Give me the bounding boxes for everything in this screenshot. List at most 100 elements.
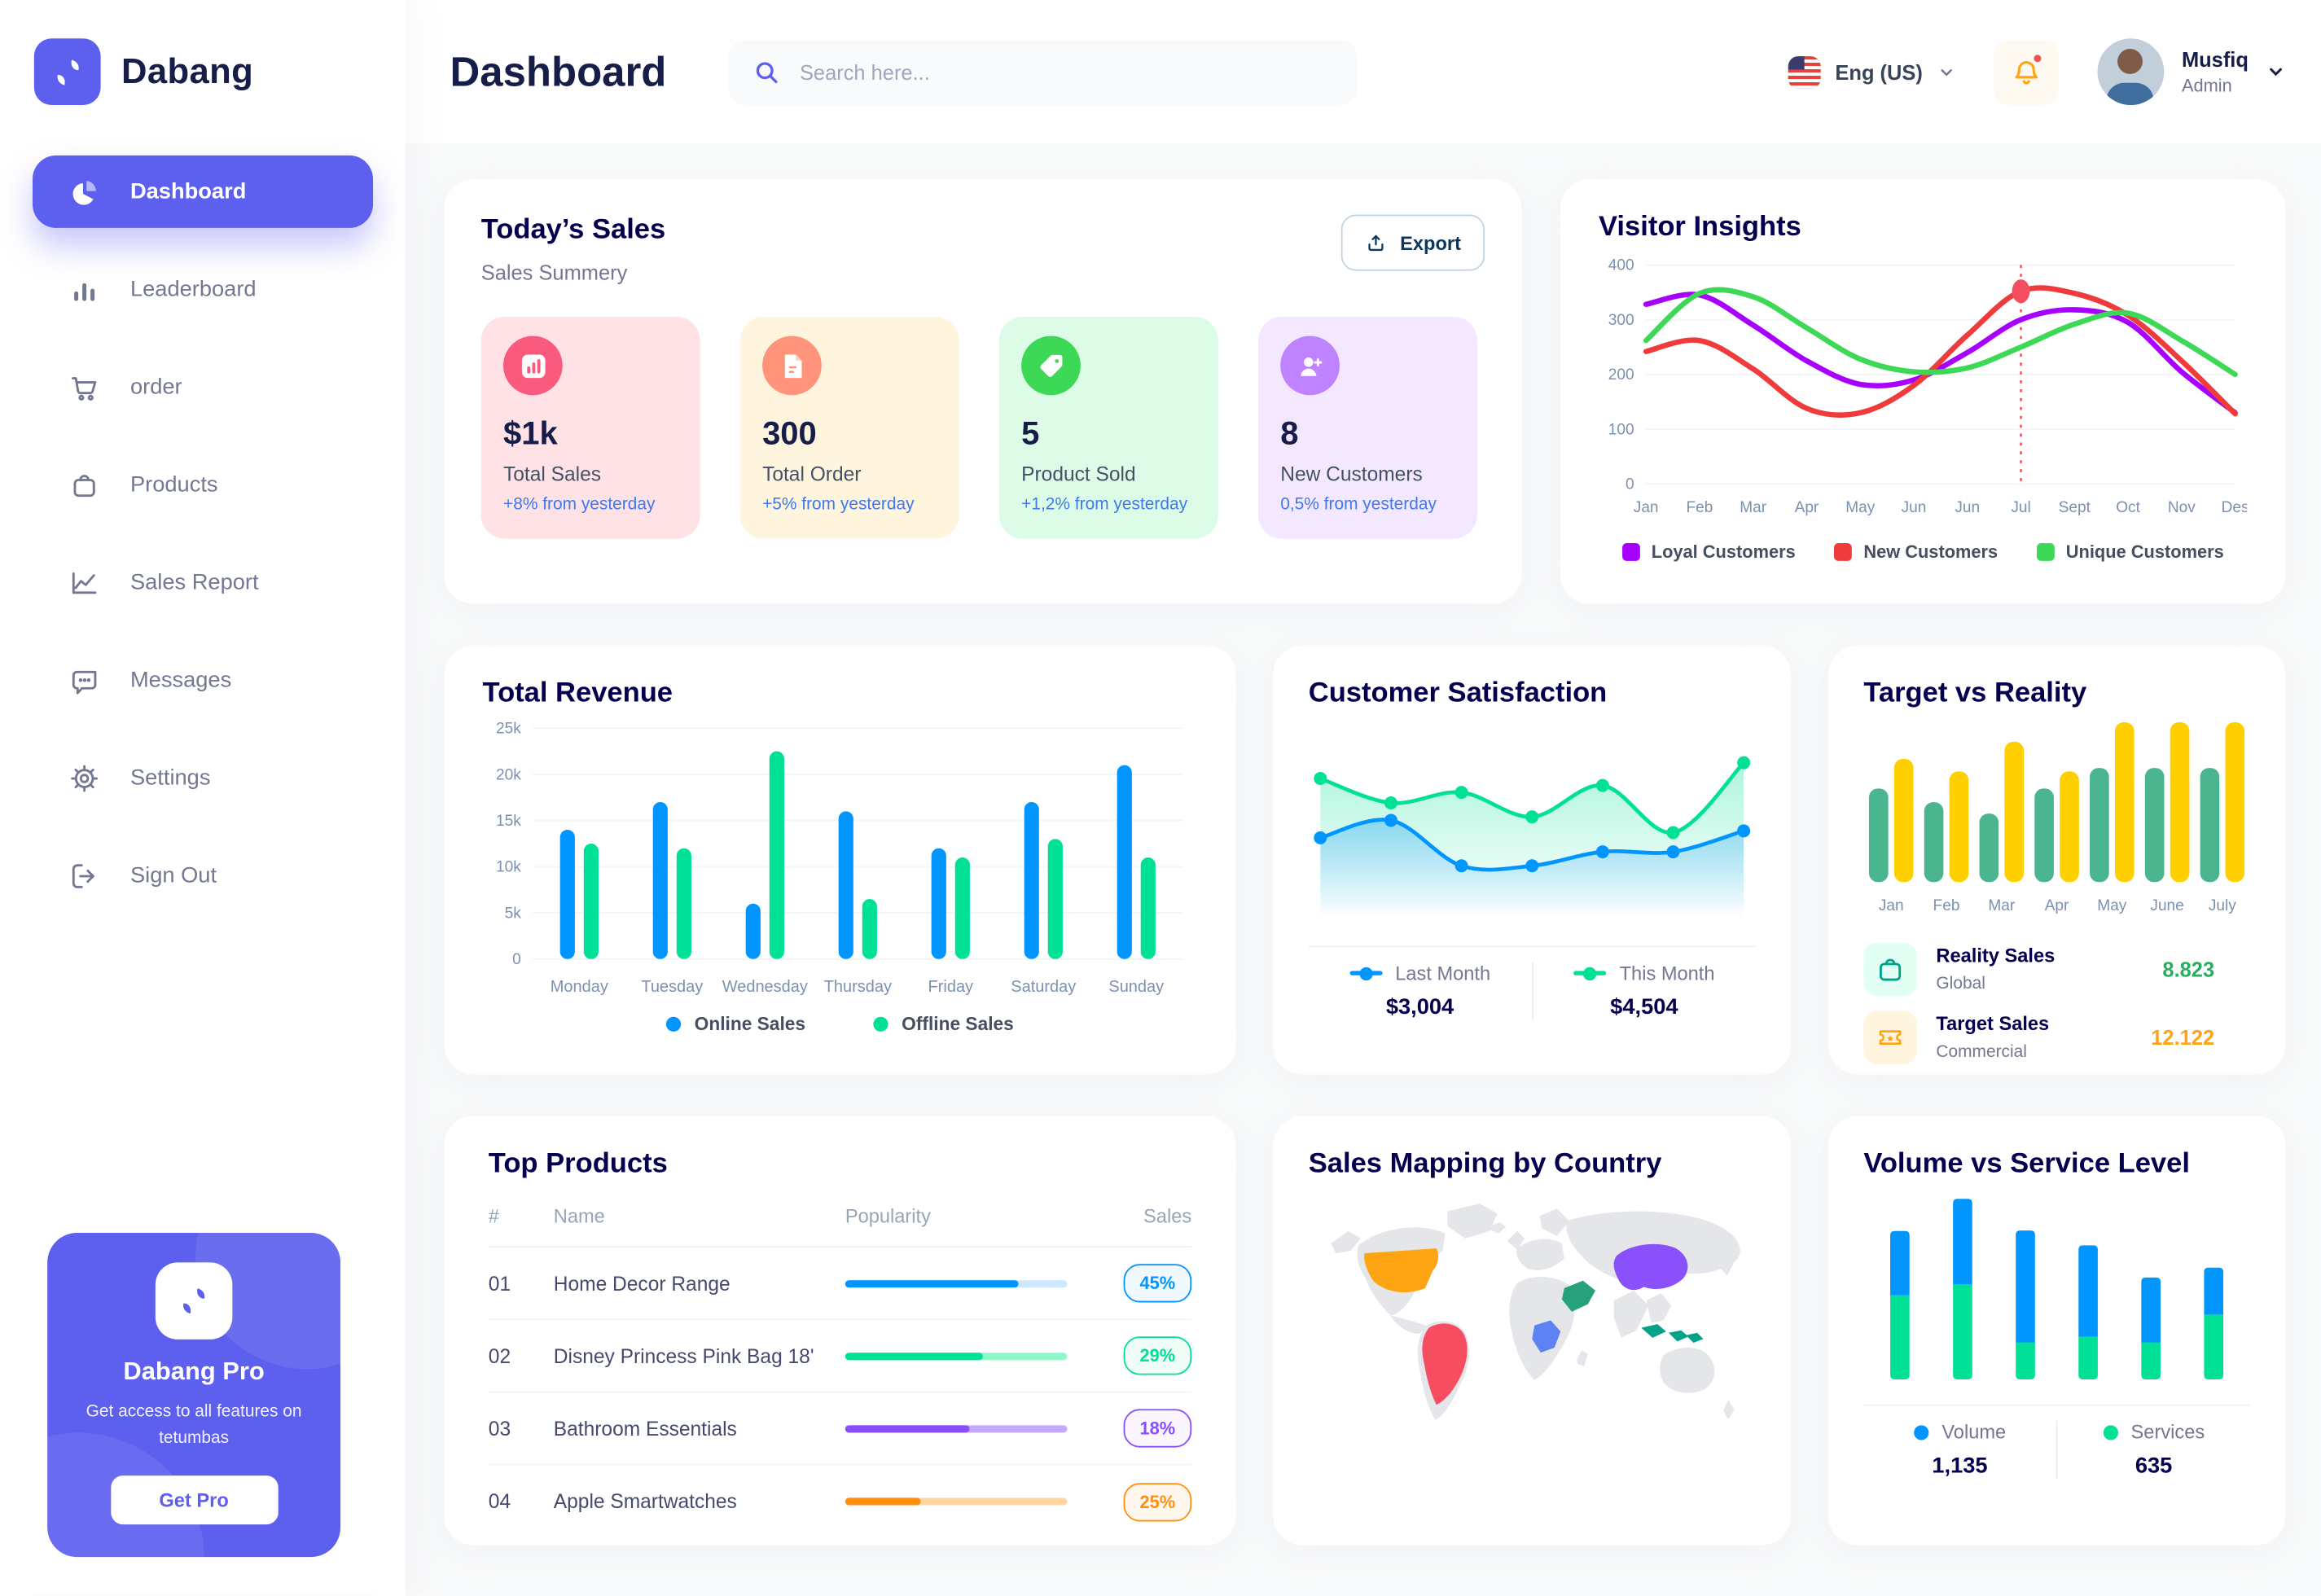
legend-item: Services 635 (2057, 1421, 2249, 1479)
sidebar-item-messages[interactable]: Messages (33, 644, 373, 717)
gear-icon (68, 761, 101, 794)
table-row: 03 Bathroom Essentials 18% (488, 1392, 1192, 1466)
table-row: 04 Apple Smartwatches 25% (488, 1465, 1192, 1537)
svg-text:Saturday: Saturday (1011, 978, 1076, 996)
sidebar-item-settings[interactable]: Settings (33, 742, 373, 814)
svg-text:Jul: Jul (2011, 499, 2030, 516)
sales-map-card: Sales Mapping by Country (1273, 1116, 1792, 1546)
search-bar[interactable] (728, 39, 1358, 105)
todays-sales-title: Today’s Sales (480, 214, 666, 246)
volume-service-chart (1863, 1187, 2249, 1390)
column-header: # (488, 1204, 499, 1227)
pie-chart-icon (68, 175, 101, 208)
export-button[interactable]: Export (1340, 214, 1485, 271)
legend-item: Reality Sales Global 8.823 (1863, 942, 2249, 997)
svg-text:Feb: Feb (1933, 897, 1960, 914)
total-revenue-card: Total Revenue 0 5k 10k 15k 20k 25k Monday Tuesd… (444, 645, 1236, 1075)
world-map (1309, 1196, 1756, 1477)
notifications-button[interactable] (1994, 39, 2060, 105)
line-chart-icon (68, 566, 101, 598)
pro-subtitle: Get access to all features on tetumbas (86, 1403, 302, 1448)
map-country-indonesia (1668, 1330, 1689, 1342)
brand: Dabang (0, 0, 406, 106)
total-revenue-title: Total Revenue (482, 677, 673, 709)
sidebar-item-label: Sales Report (129, 569, 259, 595)
sidebar-item-leaderboard[interactable]: Leaderboard (33, 253, 373, 326)
stat-delta: +8% from yesterday (502, 495, 656, 514)
sidebar-item-dashboard[interactable]: Dashboard (32, 155, 374, 228)
column-header: Name (553, 1204, 605, 1227)
svg-text:Jan: Jan (1634, 499, 1659, 516)
visitor-insights-title: Visitor Insights (1599, 211, 1801, 243)
svg-text:0: 0 (1626, 476, 1634, 493)
user-menu[interactable]: Musfiq Admin (2097, 38, 2286, 106)
user-name: Musfiq (2181, 47, 2249, 72)
top-products-card: Top Products # Name Popularity Sales 01 Home… (444, 1116, 1236, 1546)
svg-text:July: July (2209, 897, 2236, 914)
svg-text:100: 100 (1608, 421, 1634, 438)
svg-text:Monday: Monday (551, 978, 608, 996)
pro-title: Dabang Pro (123, 1357, 265, 1386)
svg-text:Tuesday: Tuesday (641, 978, 703, 996)
sidebar-nav: Dashboard Leaderboard order Products Sales R… (0, 155, 406, 912)
search-input[interactable] (799, 59, 1335, 84)
language-label: Eng (US) (1835, 59, 1923, 84)
svg-text:25k: 25k (496, 721, 521, 738)
stat-delta: +1,2% from yesterday (1021, 495, 1188, 514)
brand-name: Dabang (121, 50, 254, 91)
legend-item: Unique Customers (2036, 542, 2224, 563)
legend-item: Online Sales (666, 1014, 805, 1035)
svg-text:Wednesday: Wednesday (722, 978, 808, 996)
svg-text:200: 200 (1608, 366, 1634, 384)
column-header: Popularity (845, 1204, 931, 1227)
sidebar-item-label: Products (129, 471, 218, 498)
customer-satisfaction-title: Customer Satisfaction (1308, 677, 1608, 709)
visitor-insights-card: Visitor Insights 0 100 200 300 400 Jan Feb Mar A… (1560, 178, 2286, 604)
visitor-insights-legend: Loyal Customers New Customers Unique Custo… (1599, 542, 2247, 563)
map-country-indonesia (1641, 1324, 1666, 1338)
stat-label: Total Order (762, 463, 862, 486)
product-rank: 04 (488, 1490, 511, 1513)
product-name: Bathroom Essentials (553, 1417, 737, 1440)
volume-service-card: Volume vs Service Level Volume 1,135 Servi… (1827, 1116, 2286, 1546)
cart-icon (68, 370, 101, 403)
divider (1863, 1404, 2250, 1406)
pro-logo-icon (155, 1263, 233, 1340)
svg-text:Apr: Apr (1795, 499, 1819, 516)
total-revenue-chart: 0 5k 10k 15k 20k 25k Monday Tuesday Wednesday Thu… (483, 719, 1198, 1011)
ticket-icon (1863, 1011, 1917, 1064)
volume-service-title: Volume vs Service Level (1863, 1148, 2190, 1180)
stat-label: Total Sales (502, 463, 602, 486)
volume-service-legend: Volume 1,135 Services 635 (1863, 1420, 2249, 1479)
sidebar-item-sales-report[interactable]: Sales Report (33, 546, 373, 619)
svg-text:May: May (2097, 897, 2127, 914)
divider (1308, 945, 1756, 948)
target-vs-reality-legend: Reality Sales Global 8.823 Target Sales Comm… (1863, 942, 2249, 1064)
sales-badge: 25% (1123, 1482, 1192, 1521)
table-row: 02 Disney Princess Pink Bag 18' 29% (488, 1320, 1192, 1393)
chevron-down-icon (2266, 62, 2286, 81)
total-revenue-legend: Online Sales Offline Sales (483, 1014, 1198, 1035)
visitor-insights-chart: 0 100 200 300 400 Jan Feb Mar Apr May Jun Jun Jul Sep… (1599, 253, 2249, 530)
order-file-icon (762, 335, 822, 396)
customer-satisfaction-legend: Last Month $3,004 This Month $4,504 (1309, 962, 1756, 1020)
svg-text:Jun: Jun (1955, 499, 1980, 516)
svg-text:Mar: Mar (1740, 499, 1767, 516)
user-plus-icon (1280, 335, 1340, 396)
sidebar-item-products[interactable]: Products (33, 449, 373, 521)
stat-delta: +5% from yesterday (762, 495, 915, 514)
stat-value: 8 (1280, 414, 1299, 452)
get-pro-button[interactable]: Get Pro (110, 1475, 278, 1525)
svg-text:Feb: Feb (1686, 499, 1713, 516)
sidebar-item-sign-out[interactable]: Sign Out (33, 840, 373, 912)
map-country-china (1613, 1243, 1688, 1291)
us-flag-icon (1788, 55, 1821, 89)
top-products-title: Top Products (488, 1148, 668, 1180)
dashboard-content: Today’s Sales Sales Summery Export $1k To… (406, 143, 2321, 1596)
svg-text:Sunday: Sunday (1108, 978, 1164, 996)
language-selector[interactable]: Eng (US) (1788, 55, 1955, 89)
svg-text:Apr: Apr (2045, 897, 2069, 914)
svg-text:400: 400 (1608, 257, 1634, 274)
sidebar-item-order[interactable]: order (33, 351, 373, 423)
stat-label: Product Sold (1021, 463, 1136, 486)
